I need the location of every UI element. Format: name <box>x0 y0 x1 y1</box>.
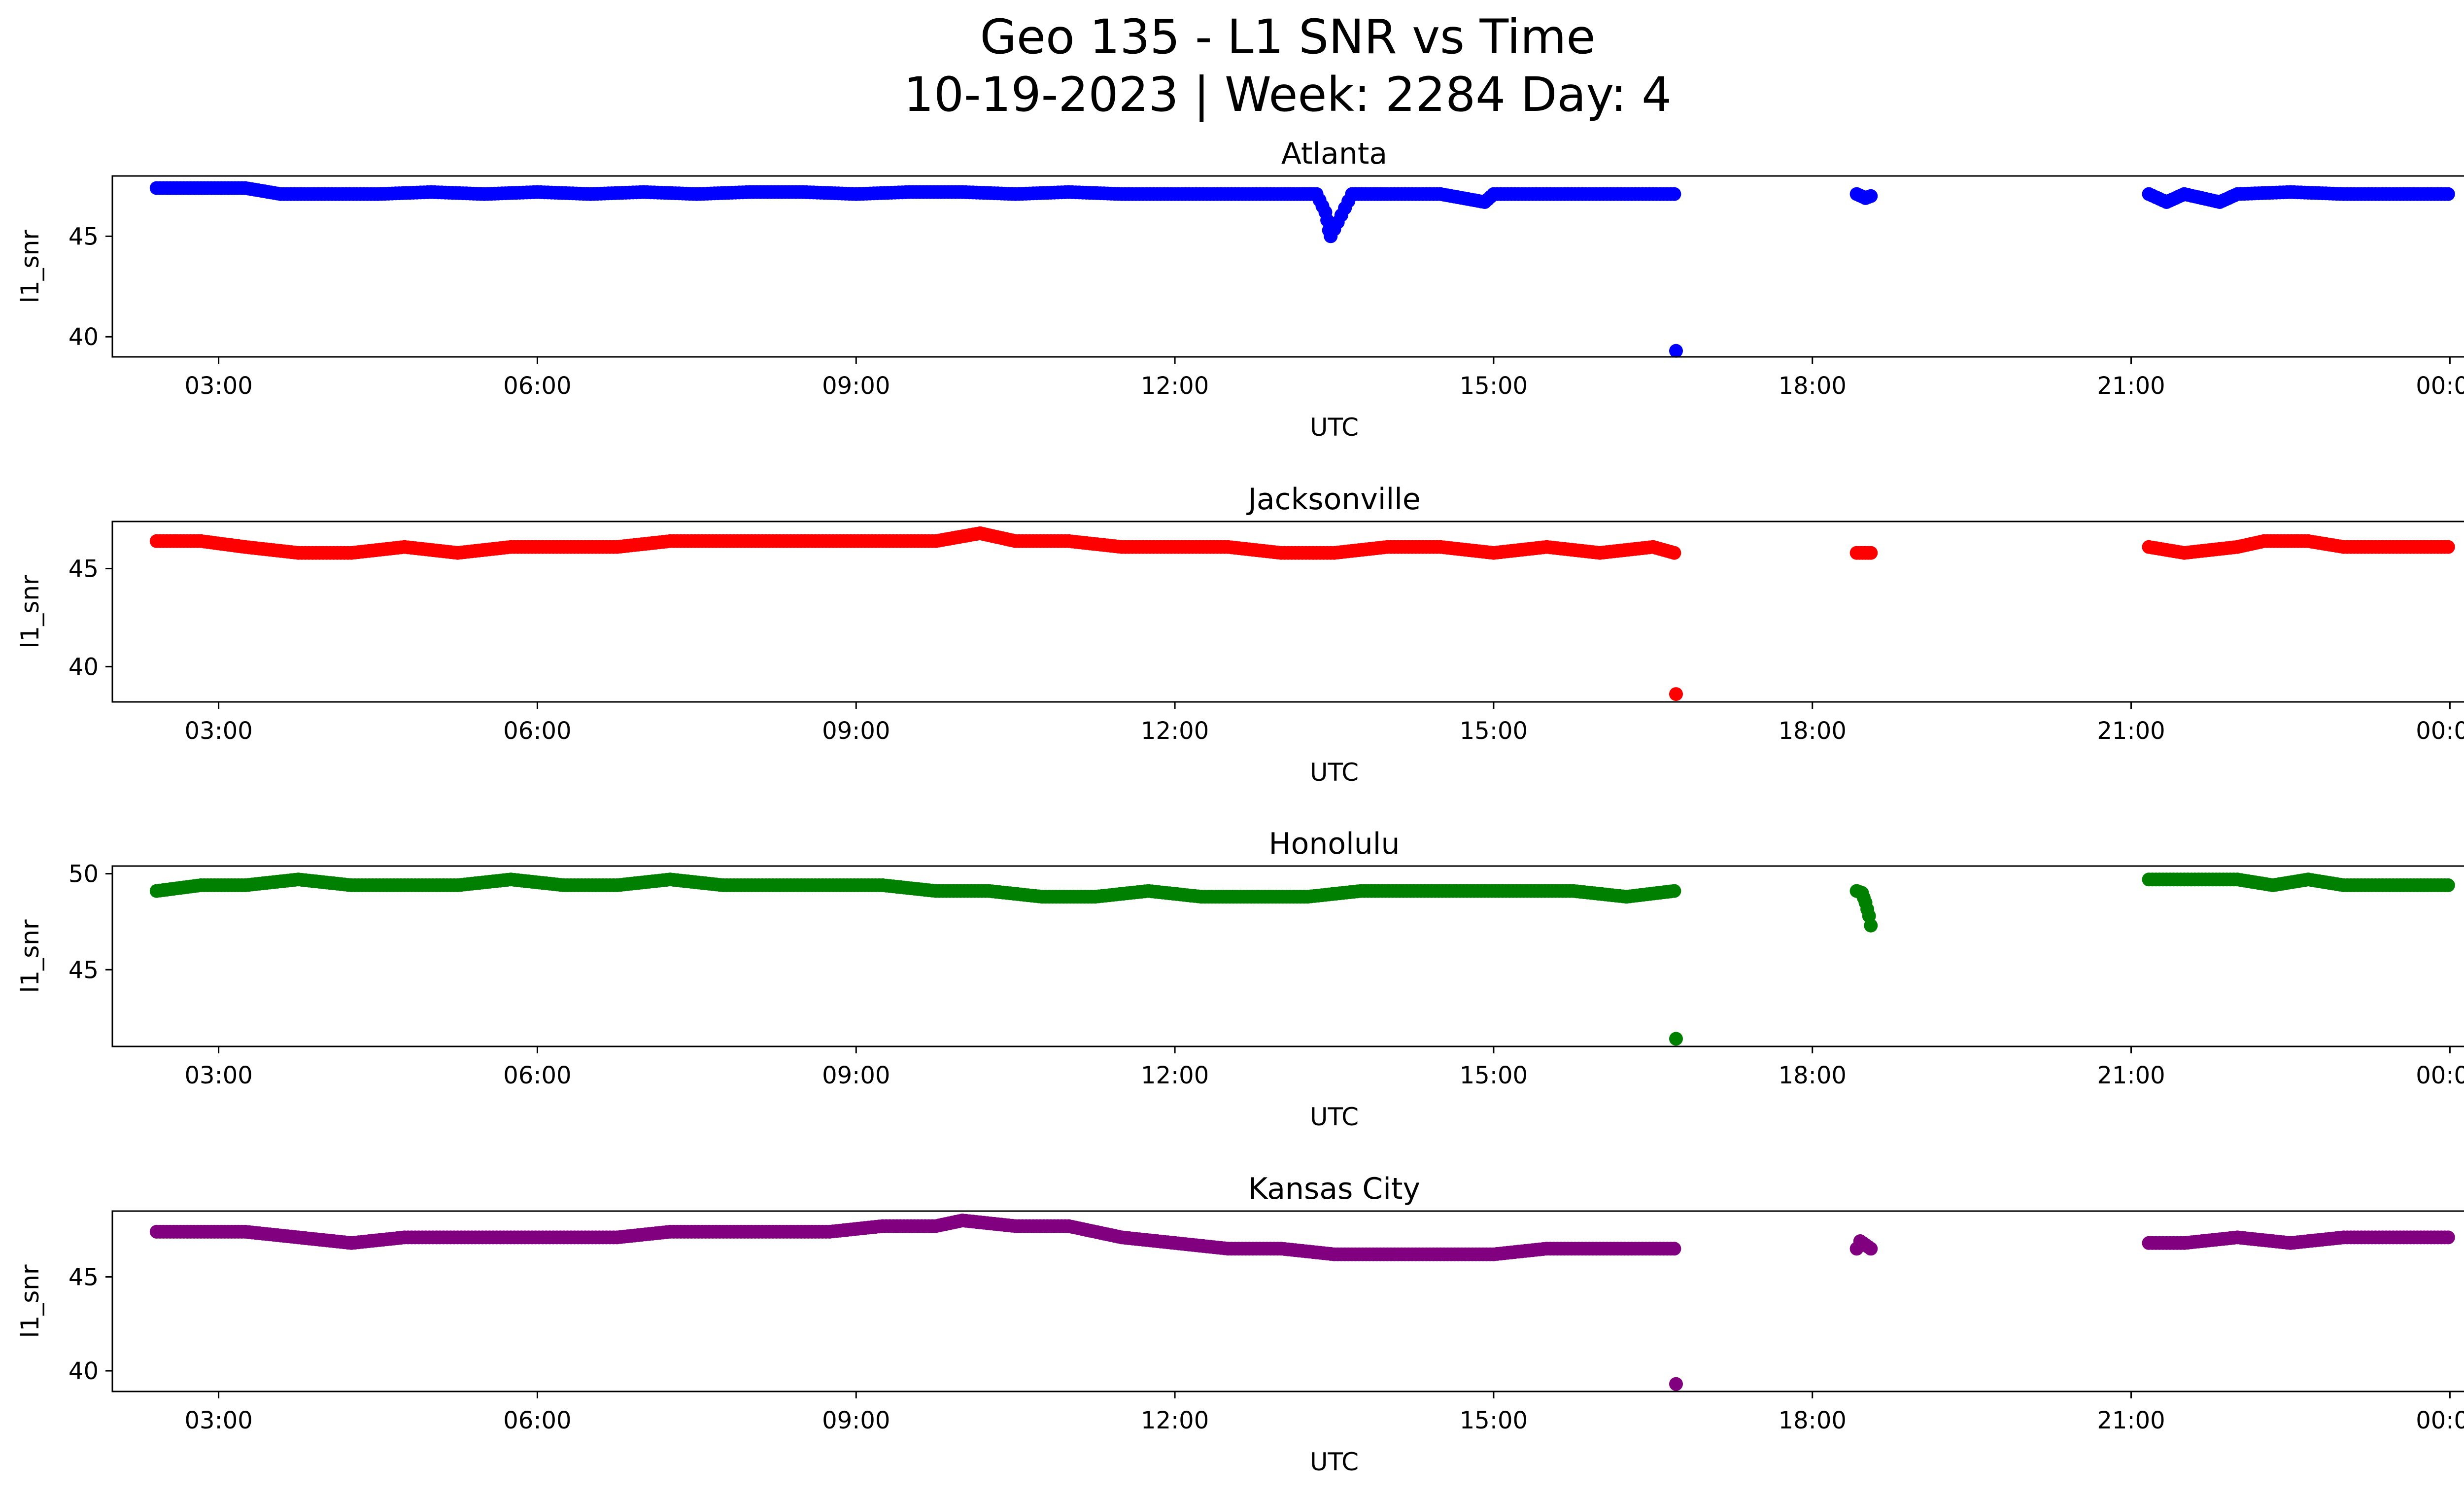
y-axis-label: l1_snr <box>16 575 44 648</box>
y-tick-label: 40 <box>68 323 99 351</box>
x-tick-label: 06:00 <box>503 1407 571 1434</box>
subplot-panels: Atlanta l1_snr UTC 03:00 06:00 09:00 12:00 15:0… <box>16 137 2464 1476</box>
x-tick-label: 18:00 <box>1779 717 1847 745</box>
data-point <box>2441 187 2455 201</box>
x-tick-label: 21:00 <box>2097 372 2165 400</box>
data-point <box>1667 546 1681 560</box>
subplot-honolulu: Honolulu l1_snr UTC 03:00 06:00 09:00 12:00 15:… <box>16 827 2464 1131</box>
x-tick-label: 00:00 <box>2416 372 2464 400</box>
x-tick-label: 21:00 <box>2097 717 2165 745</box>
x-tick-label: 12:00 <box>1141 1407 1209 1434</box>
data-point <box>1667 884 1681 898</box>
x-tick-label: 06:00 <box>503 372 571 400</box>
data-points <box>149 526 2455 701</box>
plot-frame <box>111 865 2464 1047</box>
x-tick-label: 00:00 <box>2416 717 2464 745</box>
x-tick-label: 21:00 <box>2097 1062 2165 1089</box>
x-tick-label: 03:00 <box>184 717 252 745</box>
x-axis-label: UTC <box>1310 758 1359 787</box>
x-tick-label: 18:00 <box>1779 1407 1847 1434</box>
x-tick-label: 15:00 <box>1460 1062 1528 1089</box>
y-tick-label: 45 <box>68 956 99 984</box>
subplot-title: Honolulu <box>1269 827 1400 861</box>
x-tick-label: 12:00 <box>1141 372 1209 400</box>
y-axis-label: l1_snr <box>16 1264 44 1338</box>
plot-frame <box>111 1210 2464 1392</box>
y-tick-label: 40 <box>68 1357 99 1385</box>
x-tick-label: 06:00 <box>503 1062 571 1089</box>
figure-title-line2: 10-19-2023 | Week: 2284 Day: 4 <box>904 67 1672 123</box>
x-tick-label: 18:00 <box>1779 372 1847 400</box>
data-points <box>149 181 2455 358</box>
x-tick-label: 03:00 <box>184 1062 252 1089</box>
data-points <box>149 872 2455 1046</box>
y-tick-label: 40 <box>68 653 99 681</box>
data-point <box>1864 546 1878 560</box>
x-tick-label: 15:00 <box>1460 1407 1528 1434</box>
subplot-kansas-city: Kansas City l1_snr UTC 03:00 06:00 09:00 12:00… <box>16 1172 2464 1476</box>
data-point <box>1667 187 1681 201</box>
data-point <box>2441 1230 2455 1245</box>
data-point <box>1669 344 1683 358</box>
data-point <box>1864 1242 1878 1256</box>
figure-title-line1: Geo 135 - L1 SNR vs Time <box>980 9 1596 65</box>
x-tick-label: 21:00 <box>2097 1407 2165 1434</box>
data-point <box>1669 687 1683 701</box>
data-points <box>149 1214 2455 1391</box>
data-point <box>2441 878 2455 892</box>
x-tick-label: 09:00 <box>822 372 890 400</box>
y-axis-label: l1_snr <box>16 230 44 303</box>
x-tick-label: 15:00 <box>1460 372 1528 400</box>
subplot-title: Jacksonville <box>1246 482 1421 517</box>
y-tick-label: 45 <box>68 223 99 250</box>
y-tick-label: 45 <box>68 1263 99 1291</box>
data-point <box>1864 189 1878 203</box>
x-tick-label: 15:00 <box>1460 717 1528 745</box>
x-tick-label: 09:00 <box>822 1407 890 1434</box>
x-tick-label: 18:00 <box>1779 1062 1847 1089</box>
subplot-atlanta: Atlanta l1_snr UTC 03:00 06:00 09:00 12:00 15:0… <box>16 137 2464 442</box>
data-point <box>1669 1377 1683 1391</box>
data-point <box>1864 918 1878 933</box>
data-point <box>1667 1242 1681 1256</box>
x-tick-label: 12:00 <box>1141 1062 1209 1089</box>
x-tick-label: 09:00 <box>822 717 890 745</box>
x-tick-label: 00:00 <box>2416 1407 2464 1434</box>
x-axis-label: UTC <box>1310 1448 1359 1476</box>
x-tick-label: 03:00 <box>184 1407 252 1434</box>
data-point <box>2441 540 2455 554</box>
x-axis-label: UTC <box>1310 413 1359 442</box>
subplot-title: Atlanta <box>1281 137 1387 171</box>
plot-frame <box>111 521 2464 703</box>
y-tick-label: 45 <box>68 555 99 583</box>
x-tick-label: 03:00 <box>184 372 252 400</box>
y-tick-label: 50 <box>68 861 99 888</box>
x-tick-label: 06:00 <box>503 717 571 745</box>
x-tick-label: 09:00 <box>822 1062 890 1089</box>
subplot-jacksonville: Jacksonville l1_snr UTC 03:00 06:00 09:00 12:0… <box>16 482 2464 787</box>
x-tick-label: 00:00 <box>2416 1062 2464 1089</box>
subplot-title: Kansas City <box>1248 1172 1420 1206</box>
x-axis-label: UTC <box>1310 1103 1359 1131</box>
plot-frame <box>111 175 2464 358</box>
data-point <box>1669 1032 1683 1046</box>
y-axis-label: l1_snr <box>16 919 44 993</box>
x-tick-label: 12:00 <box>1141 717 1209 745</box>
